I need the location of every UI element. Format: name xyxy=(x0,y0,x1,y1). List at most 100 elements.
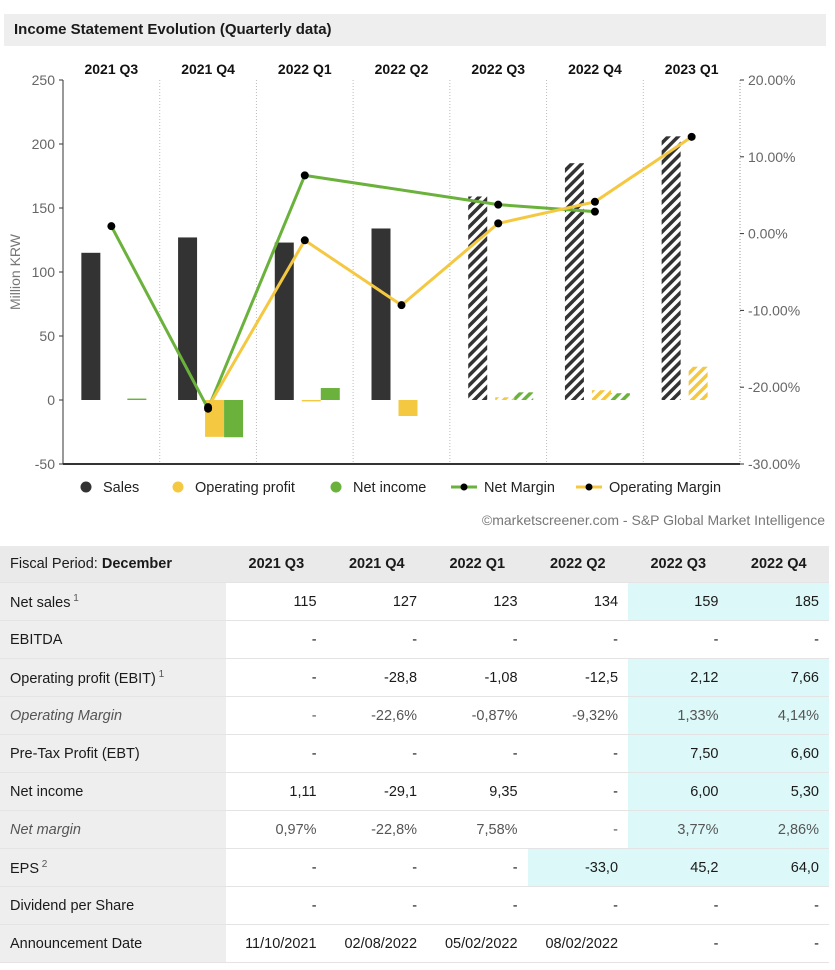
legend-label: Operating profit xyxy=(195,480,295,496)
point-net-margin xyxy=(107,222,116,231)
table-cell: -33,0 xyxy=(527,848,629,887)
table-cell: - xyxy=(226,696,327,735)
point-operating-margin xyxy=(300,236,309,245)
category-label: 2022 Q4 xyxy=(568,61,622,77)
point-net-margin xyxy=(300,171,309,180)
table-cell: - xyxy=(628,924,729,963)
table-cell: 05/02/2022 xyxy=(427,924,528,963)
point-operating-margin xyxy=(204,403,213,412)
category-label: 2022 Q3 xyxy=(471,61,525,77)
column-header: 2022 Q3 xyxy=(628,546,729,583)
table-cell: - xyxy=(527,620,629,659)
table-cell: 3,77% xyxy=(628,810,729,849)
table-cell: 6,00 xyxy=(628,772,729,811)
bar-operating-profit xyxy=(398,400,418,416)
legend-label: Sales xyxy=(103,480,139,496)
table-cell: 1,11 xyxy=(226,772,327,811)
row-label: Net margin xyxy=(0,810,227,849)
line-operating-margin xyxy=(206,135,693,408)
table-cell: -12,5 xyxy=(527,658,629,697)
row-label: EBITDA xyxy=(0,620,227,659)
table-cell: -22,6% xyxy=(326,696,428,735)
category-label: 2023 Q1 xyxy=(665,61,719,77)
table-cell: - xyxy=(527,810,629,849)
footnote-marker: 1 xyxy=(155,668,165,680)
column-header: 2021 Q3 xyxy=(226,546,327,583)
table-cell: 5,30 xyxy=(728,772,829,811)
table-row: EBITDA - - - - - - xyxy=(0,620,829,659)
row-label: Operating profit (EBIT) 1 xyxy=(0,658,227,697)
legend-label: Net Margin xyxy=(484,480,555,496)
point-net-margin xyxy=(494,200,503,209)
table-cell: -9,32% xyxy=(527,696,629,735)
table-cell: - xyxy=(728,620,829,659)
table-cell: -22,8% xyxy=(326,810,428,849)
column-header: 2021 Q4 xyxy=(326,546,428,583)
table-cell: 2,86% xyxy=(728,810,829,849)
credit-text: ©marketscreener.com - S&P Global Market … xyxy=(481,512,825,528)
legend-marker-dot xyxy=(585,483,593,491)
y2-tick-label: 0.00% xyxy=(748,226,788,242)
row-label: Operating Margin xyxy=(0,696,227,735)
table-row: Announcement Date 11/10/2021 02/08/2022 05/… xyxy=(0,924,829,963)
point-operating-margin xyxy=(590,197,599,206)
table-cell: -28,8 xyxy=(326,658,428,697)
category-label: 2021 Q4 xyxy=(181,61,235,77)
bar-operating-profit xyxy=(495,397,515,400)
bar-operating-profit xyxy=(688,366,708,400)
column-header: 2022 Q1 xyxy=(427,546,528,583)
table-cell: - xyxy=(427,886,528,925)
table-cell: - xyxy=(427,620,528,659)
table-cell: - xyxy=(226,734,327,773)
y-axis-label: Million KRW xyxy=(7,233,23,310)
table-cell: -29,1 xyxy=(326,772,428,811)
legend-marker xyxy=(80,481,92,493)
row-label: Announcement Date xyxy=(0,924,227,963)
chart-title: Income Statement Evolution (Quarterly da… xyxy=(14,21,332,38)
table-cell: 4,14% xyxy=(728,696,829,735)
table-row: Dividend per Share - - - - - - xyxy=(0,886,829,925)
bar-net-income xyxy=(224,400,244,438)
legend-marker xyxy=(330,481,342,493)
table-cell: 159 xyxy=(628,582,729,621)
y-tick-label: 100 xyxy=(32,264,56,280)
legend-marker xyxy=(172,481,184,493)
bar-net-income xyxy=(127,398,147,400)
y2-tick-label: 20.00% xyxy=(748,72,795,88)
bar-net-income xyxy=(320,388,340,400)
legend-marker-dot xyxy=(460,483,468,491)
table-cell: 185 xyxy=(728,582,829,621)
row-label: Dividend per Share xyxy=(0,886,227,925)
footnote-marker: 1 xyxy=(70,592,79,604)
bar-sales xyxy=(371,228,391,400)
bar-net-income xyxy=(610,393,630,400)
bar-sales xyxy=(564,163,584,400)
table-cell: - xyxy=(226,658,327,697)
table-cell: 123 xyxy=(427,582,528,621)
category-label: 2022 Q2 xyxy=(375,61,429,77)
y2-tick-label: -20.00% xyxy=(748,379,800,395)
column-header: 2022 Q2 xyxy=(527,546,629,583)
table-cell: - xyxy=(226,848,327,887)
table-cell: - xyxy=(628,620,729,659)
table-cell: 6,60 xyxy=(728,734,829,773)
bar-sales xyxy=(468,196,488,400)
table-cell: 7,50 xyxy=(628,734,729,773)
y2-tick-label: 10.00% xyxy=(748,149,795,165)
table-cell: - xyxy=(326,886,428,925)
table-cell: - xyxy=(427,848,528,887)
bar-operating-profit xyxy=(301,400,321,402)
table-cell: 115 xyxy=(226,582,327,621)
table-row: Operating profit (EBIT) 1- -28,8 -1,08 -12,… xyxy=(0,658,829,697)
footnote-marker: 2 xyxy=(39,858,48,870)
point-operating-margin xyxy=(397,301,406,310)
bar-operating-profit xyxy=(591,390,611,400)
table-header-row: Fiscal Period: December 2021 Q3 2021 Q4 20… xyxy=(0,546,829,583)
y-tick-label: -50 xyxy=(35,456,55,472)
table-cell: 11/10/2021 xyxy=(226,924,327,963)
y-tick-label: 50 xyxy=(39,328,55,344)
y-tick-label: 150 xyxy=(32,200,56,216)
row-label: Net sales 1 xyxy=(0,582,227,621)
table-cell: - xyxy=(527,734,629,773)
income-chart: 2021 Q3 2021 Q4 2022 Q1 2022 Q2 2022 Q3 2022 … xyxy=(7,61,800,496)
